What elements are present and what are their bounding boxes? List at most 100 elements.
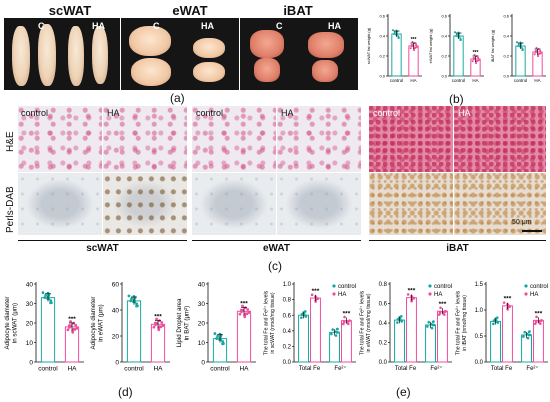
legend-marker: [428, 292, 432, 296]
bar: [236, 310, 252, 363]
data-point: [437, 313, 441, 316]
data-point: [534, 320, 538, 324]
histo-label-ibat-control: control: [373, 108, 401, 118]
data-point: [432, 320, 435, 323]
data-point: [216, 334, 219, 338]
data-point: [238, 312, 242, 316]
x-tick-label: Fe²⁺: [430, 365, 442, 372]
x-tick-label: control: [210, 366, 230, 373]
histo-he-scwat-control: [18, 106, 102, 172]
histo-he-ibat-ha: [454, 106, 546, 172]
bar: [490, 320, 502, 363]
photo-scwat: C HA: [4, 18, 120, 90]
bar: [437, 310, 448, 363]
data-point: [539, 49, 542, 52]
significance-label: ***: [312, 288, 320, 295]
x-tick-label: Fe²⁺: [526, 365, 538, 372]
x-tick-label: HA: [534, 78, 540, 83]
data-point: [245, 312, 249, 316]
significance-label: ***: [240, 300, 248, 307]
tissue-ewat-ha2: [193, 62, 225, 82]
y-axis-label: The total Fe and Fe²⁺ levels: [359, 290, 365, 355]
group-line-ibat: [369, 240, 546, 241]
y-tick-label: 10: [198, 340, 206, 347]
group-line-scwat: [18, 240, 187, 241]
bar: [329, 331, 341, 363]
tissue-scwat-ha2: [92, 26, 108, 84]
data-point: [413, 49, 416, 52]
data-point: [129, 299, 133, 303]
data-point: [240, 310, 243, 314]
y-axis-label: in iBAT (nmol/mg tissue): [462, 295, 468, 351]
histo-he-ibat-control: [369, 106, 453, 172]
data-point: [473, 53, 476, 56]
x-tick-label: HA: [153, 366, 163, 373]
data-point: [526, 336, 530, 340]
bar: [310, 297, 321, 363]
data-point: [415, 43, 418, 46]
data-point: [535, 315, 538, 319]
y-axis-label: in eWAT (μm): [97, 304, 104, 341]
data-point: [159, 325, 163, 329]
y-tick-label: 0.0: [475, 360, 484, 366]
group-label-scwat: scWAT: [86, 243, 119, 254]
data-point: [414, 46, 417, 49]
chart-d3: 0 10 20 30 40 Lipid Droplet area in BAT (μm²) c…: [176, 281, 256, 373]
legend-label: HA: [338, 292, 346, 298]
data-point: [157, 328, 161, 332]
bar: [40, 297, 56, 363]
tissue-ibat-c1: [250, 30, 284, 58]
data-point: [522, 335, 525, 338]
y-tick-label: 10: [26, 340, 34, 347]
y-tick-label: 0.4: [503, 33, 509, 38]
scale-bar: [522, 230, 542, 232]
data-point: [502, 301, 506, 304]
group-label-ibat: iBAT: [446, 243, 469, 254]
x-tick-label: control: [452, 78, 466, 83]
data-point: [406, 293, 410, 296]
y-axis-label: in eWAT (nmol/mg tissue): [366, 293, 372, 352]
bar: [126, 300, 142, 363]
tissue-ewat-c2: [131, 58, 171, 86]
histo-label-scwat-control: control: [21, 108, 49, 118]
y-tick-label: 30: [26, 301, 34, 308]
y-tick-label: 0.8: [283, 298, 292, 304]
data-point: [496, 321, 500, 324]
y-axis-label: Adipocyte diameter: [4, 297, 11, 350]
data-point: [453, 31, 456, 34]
y-axis-label: eWAT fat weight (g): [428, 28, 433, 63]
chart-e1: 0.0 0.2 0.4 0.6 0.8 1.0 The total Fe and Fe²⁺ …: [263, 282, 356, 372]
data-point: [246, 308, 250, 311]
bar: [521, 334, 533, 363]
data-point: [330, 332, 333, 336]
y-axis-label: in BAT (μm²): [183, 306, 190, 341]
data-point: [538, 52, 541, 55]
data-point: [41, 291, 45, 295]
data-point: [135, 302, 139, 306]
data-point: [397, 36, 400, 39]
data-point: [347, 322, 350, 326]
bar: [298, 314, 310, 363]
y-tick-label: 0.2: [379, 341, 388, 347]
data-point: [342, 320, 346, 324]
histo-he-scwat-ha: [103, 106, 187, 172]
y-tick-label: 30: [198, 301, 206, 308]
data-point: [49, 299, 53, 303]
data-point: [430, 326, 434, 330]
data-point: [528, 330, 531, 333]
y-tick-label: 0.6: [379, 13, 385, 18]
significance-label: ***: [411, 37, 417, 43]
data-point: [215, 337, 219, 340]
y-tick-label: 1.0: [475, 308, 484, 314]
bar: [533, 319, 544, 363]
group-line-ewat: [192, 240, 361, 241]
data-point: [444, 310, 447, 313]
legend-marker: [332, 292, 336, 296]
data-point: [241, 304, 245, 308]
histo-label-ibat-ha: HA: [458, 108, 471, 118]
y-tick-label: 0.2: [283, 345, 292, 351]
photo-title-ibat: iBAT: [283, 3, 313, 18]
histo-perls-ibat-control: [369, 173, 453, 235]
data-point: [396, 321, 399, 324]
data-point: [43, 296, 47, 300]
